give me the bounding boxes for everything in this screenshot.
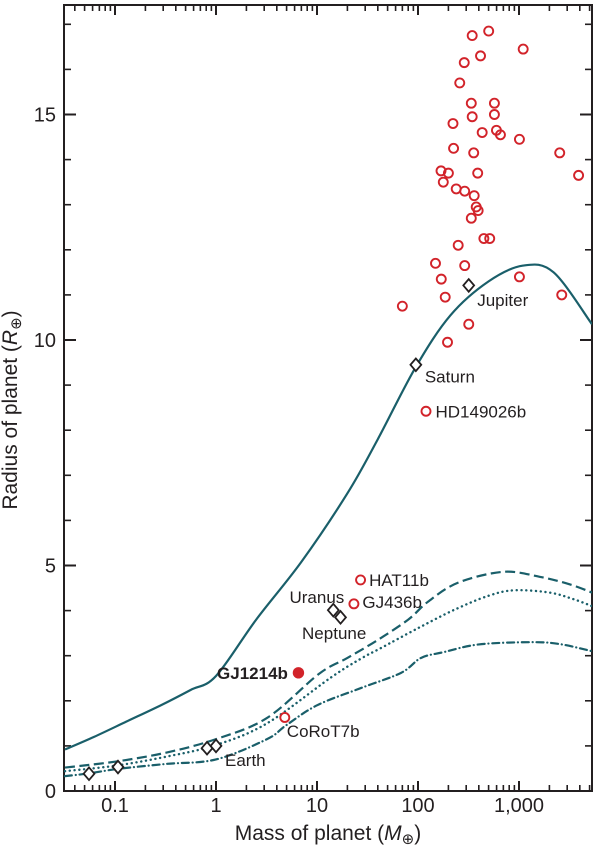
exoplanet-point bbox=[448, 142, 460, 154]
exoplanet-point bbox=[466, 30, 478, 42]
data-points bbox=[82, 25, 585, 782]
exoplanet-point bbox=[452, 239, 464, 251]
exoplanet-point bbox=[430, 257, 441, 269]
exoplanet-point bbox=[483, 25, 495, 37]
exoplanet-point bbox=[459, 185, 471, 197]
x-tick-label: 100 bbox=[401, 795, 434, 817]
y-axis-title: Radius of planet (R⊕) bbox=[0, 310, 25, 509]
y-tick-label: 10 bbox=[34, 330, 56, 352]
exoplanet-point bbox=[435, 273, 447, 285]
exoplanet-point bbox=[472, 167, 484, 179]
exoplanet-point bbox=[554, 147, 566, 159]
exoplanet-point bbox=[465, 212, 477, 224]
highlight-point-gj1214b bbox=[292, 667, 305, 679]
exoplanet-point bbox=[458, 57, 470, 69]
exoplanet-point bbox=[463, 318, 475, 330]
exoplanet-point bbox=[556, 289, 568, 301]
exoplanet-point-hd149026b bbox=[420, 405, 432, 417]
exoplanet-point bbox=[468, 147, 480, 159]
annotation-label-hat11b: HAT11b bbox=[369, 571, 429, 590]
exoplanet-point bbox=[484, 233, 496, 244]
solar-system-point-jupiter bbox=[462, 277, 476, 294]
solar-system-point-neptune bbox=[333, 609, 348, 626]
x-tick-label: 1,000 bbox=[494, 795, 544, 817]
model-curves bbox=[64, 263, 592, 778]
model-curve-solid bbox=[64, 263, 592, 751]
exoplanet-point bbox=[437, 176, 449, 188]
exoplanet-point-gj436b bbox=[348, 598, 360, 610]
exoplanet-point bbox=[478, 233, 490, 244]
model-curve-dashdot bbox=[64, 641, 592, 778]
annotation-label-uranus: Uranus bbox=[289, 588, 344, 607]
y-tick-label: 15 bbox=[34, 105, 56, 127]
annotations: Jupiter Saturn HD149026b HAT11b GJ436b Uranus… bbox=[217, 291, 529, 770]
annotation-label-neptune: Neptune bbox=[302, 624, 366, 643]
exoplanet-point bbox=[439, 291, 451, 303]
exoplanet-point bbox=[513, 271, 525, 283]
solar-system-point-earth bbox=[209, 738, 223, 754]
annotation-label-gj1214b: GJ1214b bbox=[217, 664, 288, 683]
solar-system-point bbox=[200, 740, 214, 756]
exoplanet-point-corot7b bbox=[279, 712, 291, 723]
x-tick-label: 10 bbox=[306, 795, 328, 817]
exoplanet-point bbox=[454, 77, 466, 89]
exoplanet-point bbox=[513, 133, 525, 145]
solar-system-point-uranus bbox=[326, 602, 340, 618]
exoplanet-point bbox=[488, 97, 500, 109]
exoplanet-point bbox=[494, 129, 506, 141]
exoplanet-point bbox=[435, 165, 447, 177]
annotation-label-saturn: Saturn bbox=[425, 367, 475, 386]
exoplanet-point bbox=[459, 260, 471, 272]
exoplanet-point bbox=[465, 97, 477, 109]
exoplanet-point bbox=[475, 50, 486, 62]
plot-frame bbox=[63, 4, 593, 792]
axes: 0.1 1 10 100 1,000 0 5 10 15 Mass of planet (M⊕) R… bbox=[0, 4, 593, 848]
exoplanet-point bbox=[442, 336, 453, 348]
x-axis-title: Mass of planet (M⊕) bbox=[235, 822, 421, 848]
exoplanet-point-hat11b bbox=[355, 574, 367, 586]
annotation-label-corot7b: CoRoT7b bbox=[287, 722, 360, 741]
x-tick-label: 0.1 bbox=[101, 795, 129, 817]
exoplanet-point bbox=[517, 43, 529, 55]
annotation-label-hd149026b: HD149026b bbox=[435, 402, 526, 421]
exoplanet-point bbox=[472, 205, 484, 217]
model-curve-dashed bbox=[64, 570, 592, 769]
exoplanet-point bbox=[573, 169, 585, 181]
solar-system-point bbox=[111, 759, 125, 775]
exoplanet-point bbox=[396, 300, 408, 312]
exoplanet-point bbox=[476, 127, 488, 138]
annotation-label-gj436b: GJ436b bbox=[362, 593, 422, 612]
exoplanet-point bbox=[468, 190, 480, 202]
model-curve-dotted bbox=[64, 588, 592, 773]
annotation-label-jupiter: Jupiter bbox=[477, 291, 528, 310]
x-tick-label: 1 bbox=[210, 795, 221, 817]
exoplanet-point bbox=[488, 109, 500, 120]
y-tick-label: 5 bbox=[45, 556, 56, 578]
exoplanet-point bbox=[466, 111, 478, 123]
exoplanet-point bbox=[447, 118, 459, 129]
y-tick-label: 0 bbox=[45, 781, 56, 803]
annotation-label-earth: Earth bbox=[225, 751, 266, 770]
solar-system-point-saturn bbox=[409, 357, 423, 373]
solar-system-point bbox=[82, 766, 96, 782]
exoplanet-point bbox=[442, 167, 454, 179]
